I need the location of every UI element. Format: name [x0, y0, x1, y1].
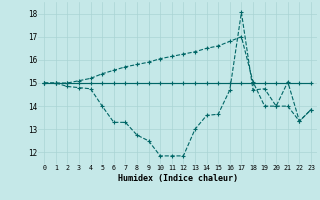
X-axis label: Humidex (Indice chaleur): Humidex (Indice chaleur)	[118, 174, 238, 183]
